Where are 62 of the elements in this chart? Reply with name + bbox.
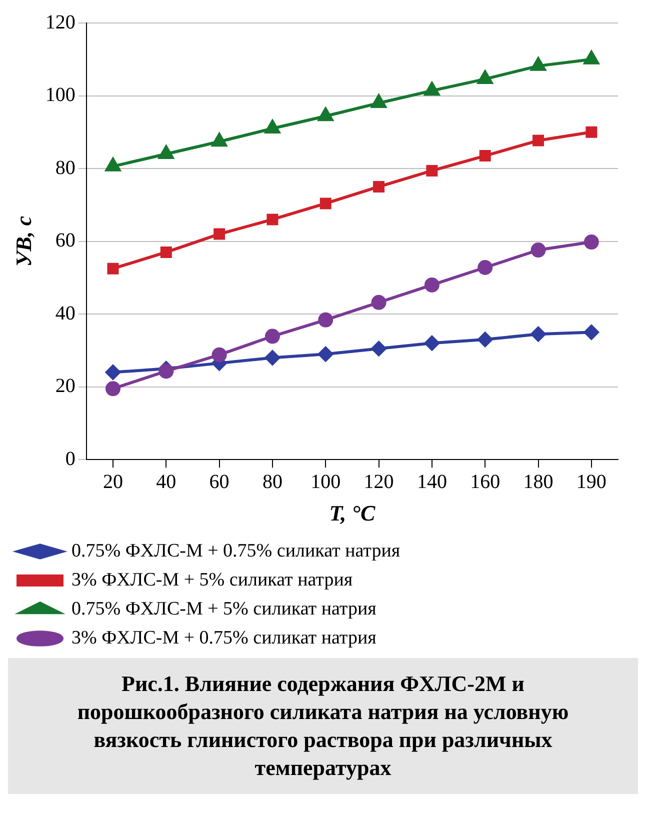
y-tick-label: 20 xyxy=(55,375,76,398)
point xyxy=(530,326,546,342)
point xyxy=(320,198,332,210)
point xyxy=(478,332,493,348)
y-tick-label: 40 xyxy=(55,302,76,324)
legend-label: 0.75% ФХЛС-М + 0.75% силикат натрия xyxy=(72,540,400,562)
x-tick-label: 180 xyxy=(523,470,554,493)
legend-label: 3% ФХЛС-М + 5% силикат натрия xyxy=(72,569,353,590)
point xyxy=(160,246,172,258)
point xyxy=(530,57,546,71)
point xyxy=(264,350,280,366)
point xyxy=(426,164,438,176)
x-tick-label: 40 xyxy=(156,470,176,493)
x-tick-label: 190 xyxy=(576,470,606,493)
point xyxy=(264,120,280,134)
point xyxy=(424,82,440,96)
point xyxy=(266,214,278,226)
y-tick-label: 0 xyxy=(65,448,76,470)
point xyxy=(212,133,227,147)
x-tick-label: 120 xyxy=(364,470,394,493)
text: Рис.1. Влияние содержания ФХЛС-2М и порошкообразного силиката натрия на условную вязкость глинистого раствора при различных температурах xyxy=(8,658,638,794)
x-tick-label: 20 xyxy=(102,470,123,493)
point xyxy=(107,262,119,274)
point xyxy=(158,145,174,159)
x-tick-label: 60 xyxy=(209,470,230,493)
x-tick-label: 140 xyxy=(416,470,447,493)
legend-label: 3% ФХЛС-М + 0.75% силикат натрия xyxy=(72,627,377,648)
point xyxy=(479,150,491,162)
point xyxy=(105,158,121,172)
point xyxy=(371,294,386,310)
point xyxy=(584,50,599,64)
point xyxy=(214,228,226,240)
x-axis-title: T, °C xyxy=(329,500,376,526)
point xyxy=(478,70,493,84)
point xyxy=(318,108,334,122)
point xyxy=(318,346,334,362)
point xyxy=(373,180,385,192)
x-tick-label: 160 xyxy=(470,470,500,493)
x-tick-label: 100 xyxy=(310,470,341,493)
point xyxy=(264,328,280,344)
point xyxy=(158,364,174,379)
y-tick-label: 80 xyxy=(55,156,76,179)
x-tick-label: 80 xyxy=(262,470,282,493)
point xyxy=(318,312,334,328)
point xyxy=(584,324,599,340)
legend-label: 0.75% ФХЛС-М + 5% силикат натрия xyxy=(72,598,377,620)
point xyxy=(530,242,546,258)
point xyxy=(371,94,386,108)
point xyxy=(105,364,120,380)
point xyxy=(586,126,598,138)
y-tick-label: 60 xyxy=(55,230,76,252)
point xyxy=(424,336,440,351)
point xyxy=(371,341,386,356)
point xyxy=(478,260,493,275)
point xyxy=(532,134,544,146)
point xyxy=(212,347,227,362)
y-tick-label: 100 xyxy=(45,84,76,106)
y-tick-label: 120 xyxy=(45,11,76,34)
y-axis-title: УВ, с xyxy=(10,216,36,267)
point xyxy=(105,381,120,396)
point xyxy=(424,277,440,292)
point xyxy=(584,234,599,250)
